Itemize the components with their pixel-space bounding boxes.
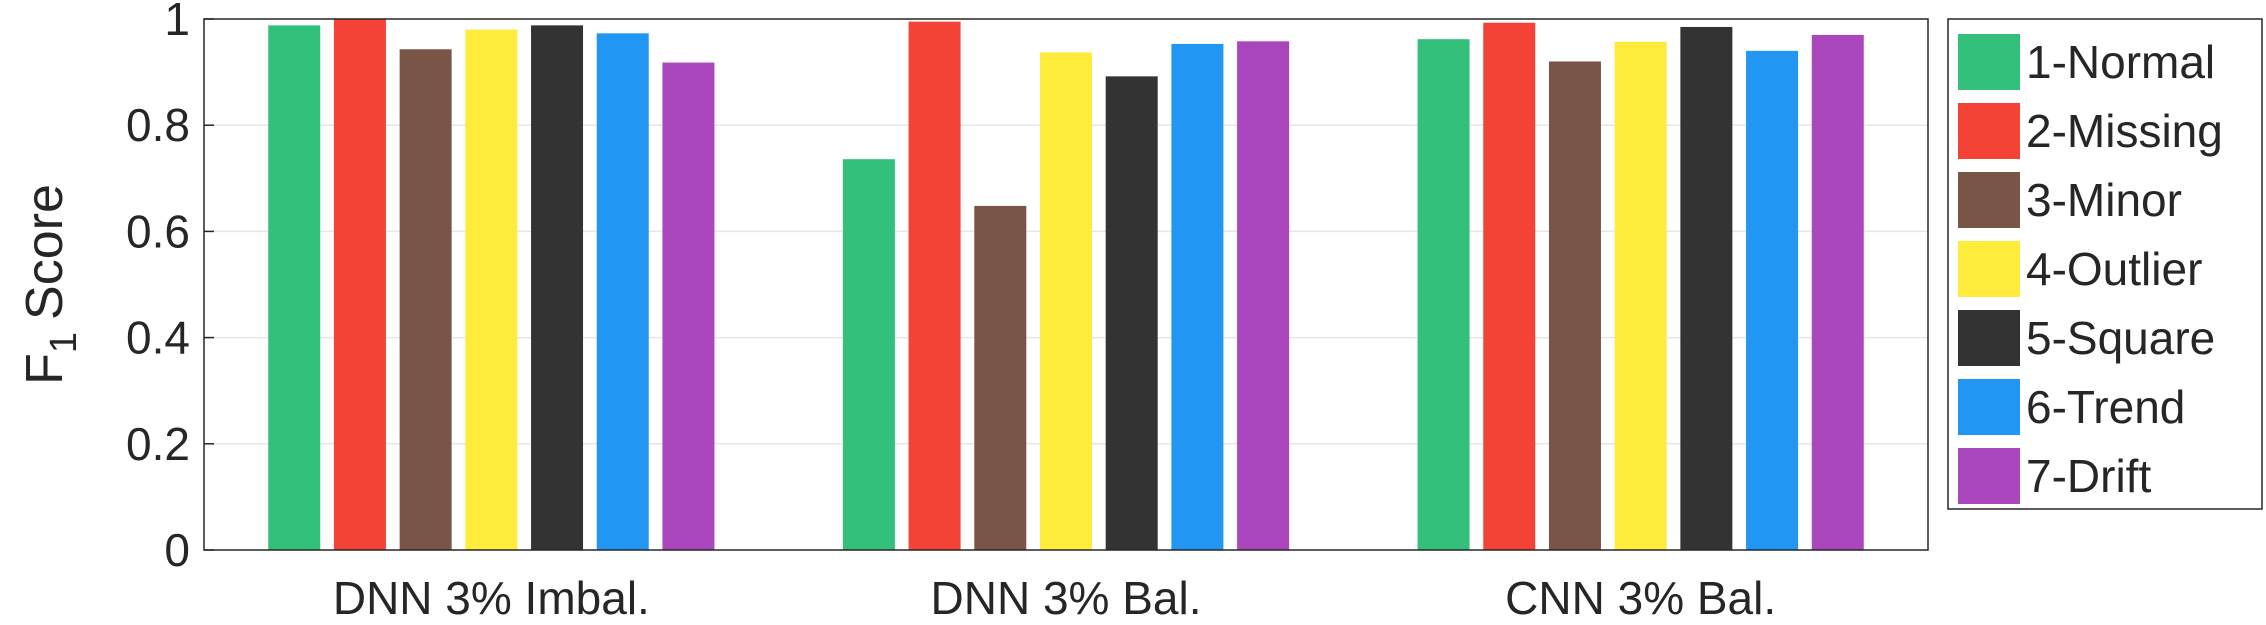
y-axis-label-subscript: 1 xyxy=(43,332,85,353)
y-axis-label-main: F xyxy=(16,353,74,385)
bar-6-trend xyxy=(1746,50,1799,551)
legend-swatch xyxy=(1958,379,2020,435)
plot-area-frame xyxy=(203,18,1929,551)
x-category-label: DNN 3% Bal. xyxy=(931,572,1202,624)
bar-4-outlier xyxy=(1040,52,1092,550)
bar-7-drift xyxy=(662,62,715,551)
bar-2-missing xyxy=(333,19,386,550)
bar-3-minor xyxy=(1548,61,1601,550)
y-axis-label-tail: Score xyxy=(16,184,74,320)
bar-2-missing xyxy=(1483,22,1536,551)
x-category-label: CNN 3% Bal. xyxy=(1505,572,1776,624)
bar-4-outlier xyxy=(1614,41,1667,550)
legend-label: 3-Minor xyxy=(2026,174,2182,226)
bar-5-square xyxy=(1105,76,1158,551)
legend: 1-Normal 2-Missing 3-Minor 4-Outlier 5-Squar… xyxy=(1947,18,2263,510)
bar-3-minor xyxy=(399,49,452,550)
bar-2-missing xyxy=(908,21,961,550)
legend-swatch xyxy=(1958,241,2020,297)
bar-6-trend xyxy=(596,33,649,551)
x-category-label: DNN 3% Imbal. xyxy=(333,572,650,624)
bar-5-square xyxy=(1680,26,1733,550)
bar-6-trend xyxy=(1171,43,1224,550)
legend-label: 7-Drift xyxy=(2026,450,2151,502)
y-tick-label: 0.6 xyxy=(126,205,190,257)
bar-7-drift xyxy=(1237,41,1290,550)
bar-5-square xyxy=(531,25,584,550)
y-tick-label: 0 xyxy=(164,524,190,576)
legend-label: 5-Square xyxy=(2026,312,2215,364)
bar-1-normal xyxy=(268,25,321,550)
legend-label: 2-Missing xyxy=(2026,105,2223,157)
y-tick-label: 0.8 xyxy=(126,99,190,151)
legend-swatch xyxy=(1958,103,2020,159)
bar-7-drift xyxy=(1811,34,1864,551)
legend-swatch xyxy=(1958,172,2020,228)
bar-1-normal xyxy=(1417,39,1470,550)
bars xyxy=(268,19,1864,551)
legend-label: 6-Trend xyxy=(2026,381,2185,433)
legend-label: 4-Outlier xyxy=(2026,243,2202,295)
y-tick-label: 0.4 xyxy=(126,312,190,364)
y-axis-ticks: 0 0.2 0.4 0.6 0.8 1 xyxy=(126,0,214,576)
y-axis-label: F1 Score xyxy=(16,184,85,385)
x-axis-categories: DNN 3% Imbal. DNN 3% Bal. CNN 3% Bal. xyxy=(333,572,1776,624)
legend-swatch xyxy=(1958,448,2020,504)
bar-4-outlier xyxy=(465,29,518,551)
legend-label: 1-Normal xyxy=(2026,36,2215,88)
bar-1-normal xyxy=(842,159,895,550)
bar-3-minor xyxy=(974,205,1027,551)
y-tick-label: 1 xyxy=(164,0,190,45)
legend-swatch xyxy=(1958,34,2020,90)
legend-swatch xyxy=(1958,310,2020,366)
y-tick-label: 0.2 xyxy=(126,418,190,470)
